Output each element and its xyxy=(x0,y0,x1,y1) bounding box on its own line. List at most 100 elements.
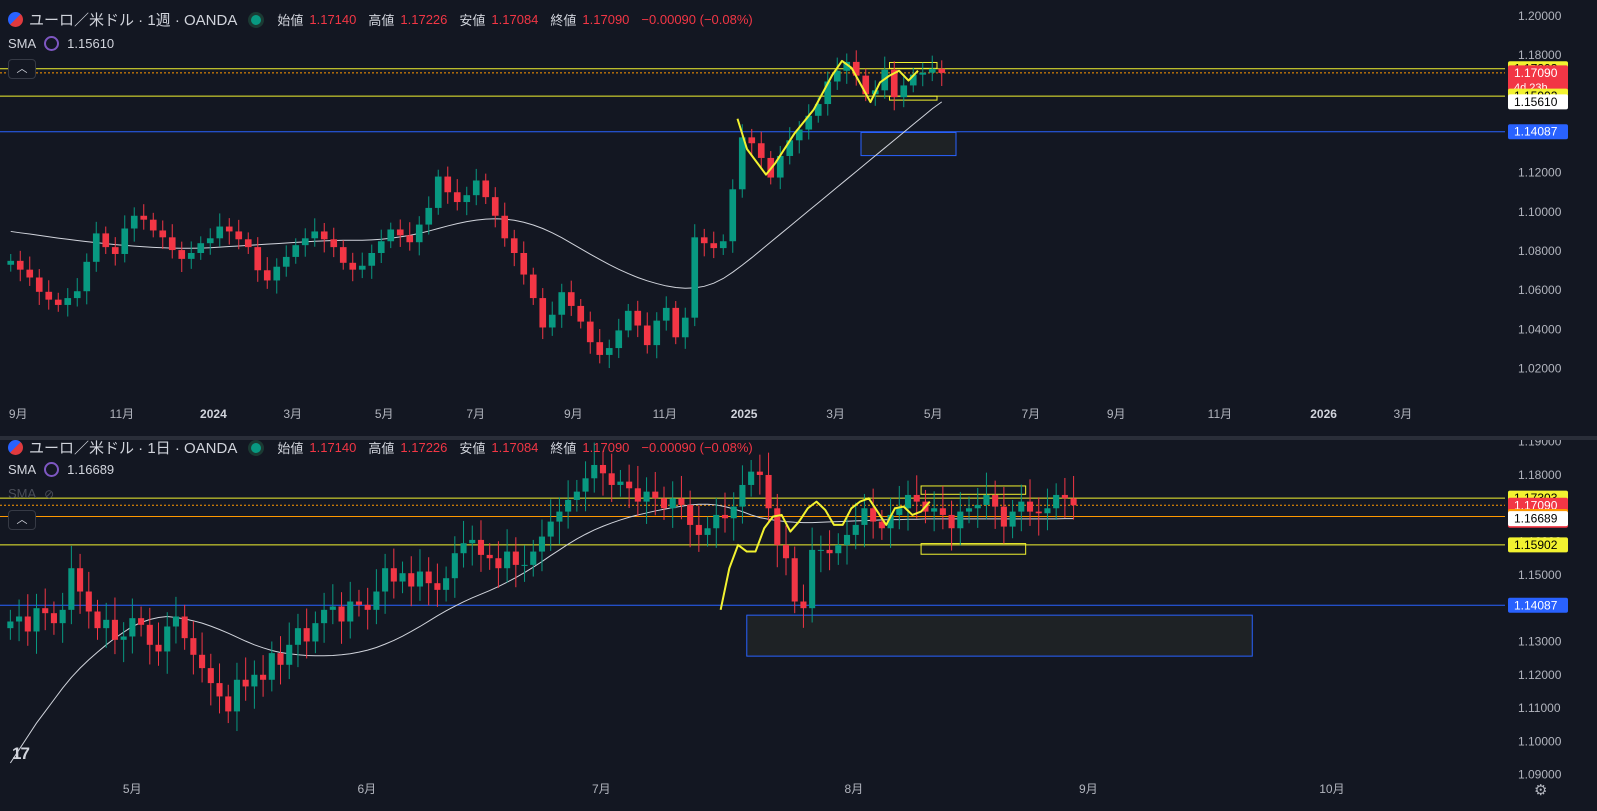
candle-body xyxy=(678,498,685,505)
eye-off-icon[interactable]: ⊘ xyxy=(44,486,55,501)
candle-body xyxy=(748,137,756,144)
blue-zone-box xyxy=(860,131,957,157)
chevron-up-icon: ︿ xyxy=(16,514,28,526)
candle-body xyxy=(626,481,633,489)
candle-body xyxy=(59,609,66,624)
candle-body xyxy=(596,342,604,355)
candle-body xyxy=(396,229,404,236)
gear-icon[interactable]: ⚙ xyxy=(1534,782,1548,799)
candle-body xyxy=(349,262,357,270)
candle-body xyxy=(643,491,650,502)
candle-body xyxy=(852,524,859,535)
candle-body xyxy=(282,256,290,267)
candle-body xyxy=(408,573,415,587)
candle-body xyxy=(721,514,729,519)
daily-symbol-title[interactable]: ユーロ／米ドル · 1日 · OANDA xyxy=(29,440,238,457)
weekly-symbol-title[interactable]: ユーロ／米ドル · 1週 · OANDA xyxy=(29,12,238,29)
candle-body xyxy=(68,568,75,610)
price-label-bg xyxy=(1508,511,1568,527)
candle-body xyxy=(140,215,148,220)
x-tick-label: 11月 xyxy=(110,407,134,421)
candle-body xyxy=(1018,501,1025,512)
candle-body xyxy=(776,155,784,178)
candle-body xyxy=(24,616,31,632)
candle-body xyxy=(273,266,281,281)
collapse-legend-button[interactable]: ︿ xyxy=(8,59,36,79)
candle-body xyxy=(530,551,537,565)
candle-body xyxy=(85,591,92,612)
candle-body xyxy=(548,314,556,328)
candle-body xyxy=(719,241,727,249)
candle-body xyxy=(909,74,917,86)
hand-drawn-trend-line xyxy=(736,59,919,176)
y-tick-label: 1.12000 xyxy=(1518,668,1562,682)
candle-body xyxy=(190,638,197,655)
hand-drawn-trend-line xyxy=(719,497,931,611)
candle-body xyxy=(1000,506,1007,527)
candle-body xyxy=(216,226,224,239)
candle-body xyxy=(739,484,746,507)
candle-body xyxy=(861,508,868,525)
candle-body xyxy=(292,245,300,257)
candle-body xyxy=(155,644,162,652)
candle-body xyxy=(577,305,585,322)
weekly-chart-svg[interactable]: 1.02000 1.04000 1.06000 1.08000 1.10000 1.120… xyxy=(0,0,1597,436)
candle-body xyxy=(520,253,528,275)
candle-body xyxy=(377,241,385,253)
candle-body xyxy=(7,621,14,629)
candle-body xyxy=(795,129,803,141)
candle-body xyxy=(254,247,262,271)
yellow-zone-box xyxy=(920,485,1027,495)
sma-hidden-label: SMA xyxy=(8,486,37,501)
candle-body xyxy=(486,554,493,559)
candle-body xyxy=(339,247,347,263)
weekly-sma-indicator[interactable]: SMA 1.15610 xyxy=(8,36,114,51)
candle-body xyxy=(477,539,485,555)
candle-body xyxy=(992,494,999,507)
candle-body xyxy=(16,616,23,622)
close-label: 終値 xyxy=(550,441,577,456)
candle-body xyxy=(206,238,214,244)
open-label: 始値 xyxy=(277,441,304,456)
tradingview-logo[interactable]: 17 xyxy=(12,744,30,763)
candle-body xyxy=(662,307,670,321)
weekly-chart-pane[interactable]: 1.02000 1.04000 1.06000 1.08000 1.10000 1.120… xyxy=(0,0,1597,436)
candle-body xyxy=(691,237,699,318)
candle-body xyxy=(444,176,452,193)
x-tick-label: 7月 xyxy=(466,407,485,421)
candle-body xyxy=(45,291,53,300)
candle-body xyxy=(312,623,319,642)
candle-body xyxy=(687,504,694,525)
candle-body xyxy=(83,261,91,292)
candle-body xyxy=(1026,501,1034,512)
candle-body xyxy=(434,176,442,208)
close-value: 1.17090 xyxy=(582,440,630,455)
x-tick-label: 7月 xyxy=(1021,407,1040,421)
candle-body xyxy=(242,679,249,687)
collapse-legend-button[interactable]: ︿ xyxy=(8,510,36,530)
candle-body xyxy=(890,69,898,98)
daily-chart-svg[interactable]: 1.09000 1.10000 1.11000 1.12000 1.13000 1.140… xyxy=(0,440,1597,811)
x-tick-label: 9月 xyxy=(564,407,583,421)
daily-sma-hidden-indicator[interactable]: SMA ⊘ xyxy=(8,486,54,501)
candle-body xyxy=(329,606,336,610)
candle-body xyxy=(582,478,589,492)
candle-body xyxy=(521,564,528,566)
market-open-icon xyxy=(251,442,262,453)
candle-body xyxy=(303,628,310,642)
candle-body xyxy=(311,231,319,239)
candle-body xyxy=(643,325,651,346)
candle-body xyxy=(434,583,441,590)
candle-body xyxy=(652,491,659,499)
daily-chart-pane[interactable]: 1.09000 1.10000 1.11000 1.12000 1.13000 1.140… xyxy=(0,440,1597,811)
candle-body xyxy=(382,568,389,592)
low-value: 1.17084 xyxy=(491,12,539,27)
candle-body xyxy=(974,504,981,509)
pane-divider[interactable] xyxy=(0,436,1597,440)
candle-body xyxy=(416,571,424,587)
candle-body xyxy=(608,473,615,485)
candle-body xyxy=(862,75,870,95)
daily-sma-indicator[interactable]: SMA 1.16689 xyxy=(8,462,114,477)
blue-zone-box xyxy=(746,614,1253,657)
sma-value: 1.15610 xyxy=(67,36,115,51)
